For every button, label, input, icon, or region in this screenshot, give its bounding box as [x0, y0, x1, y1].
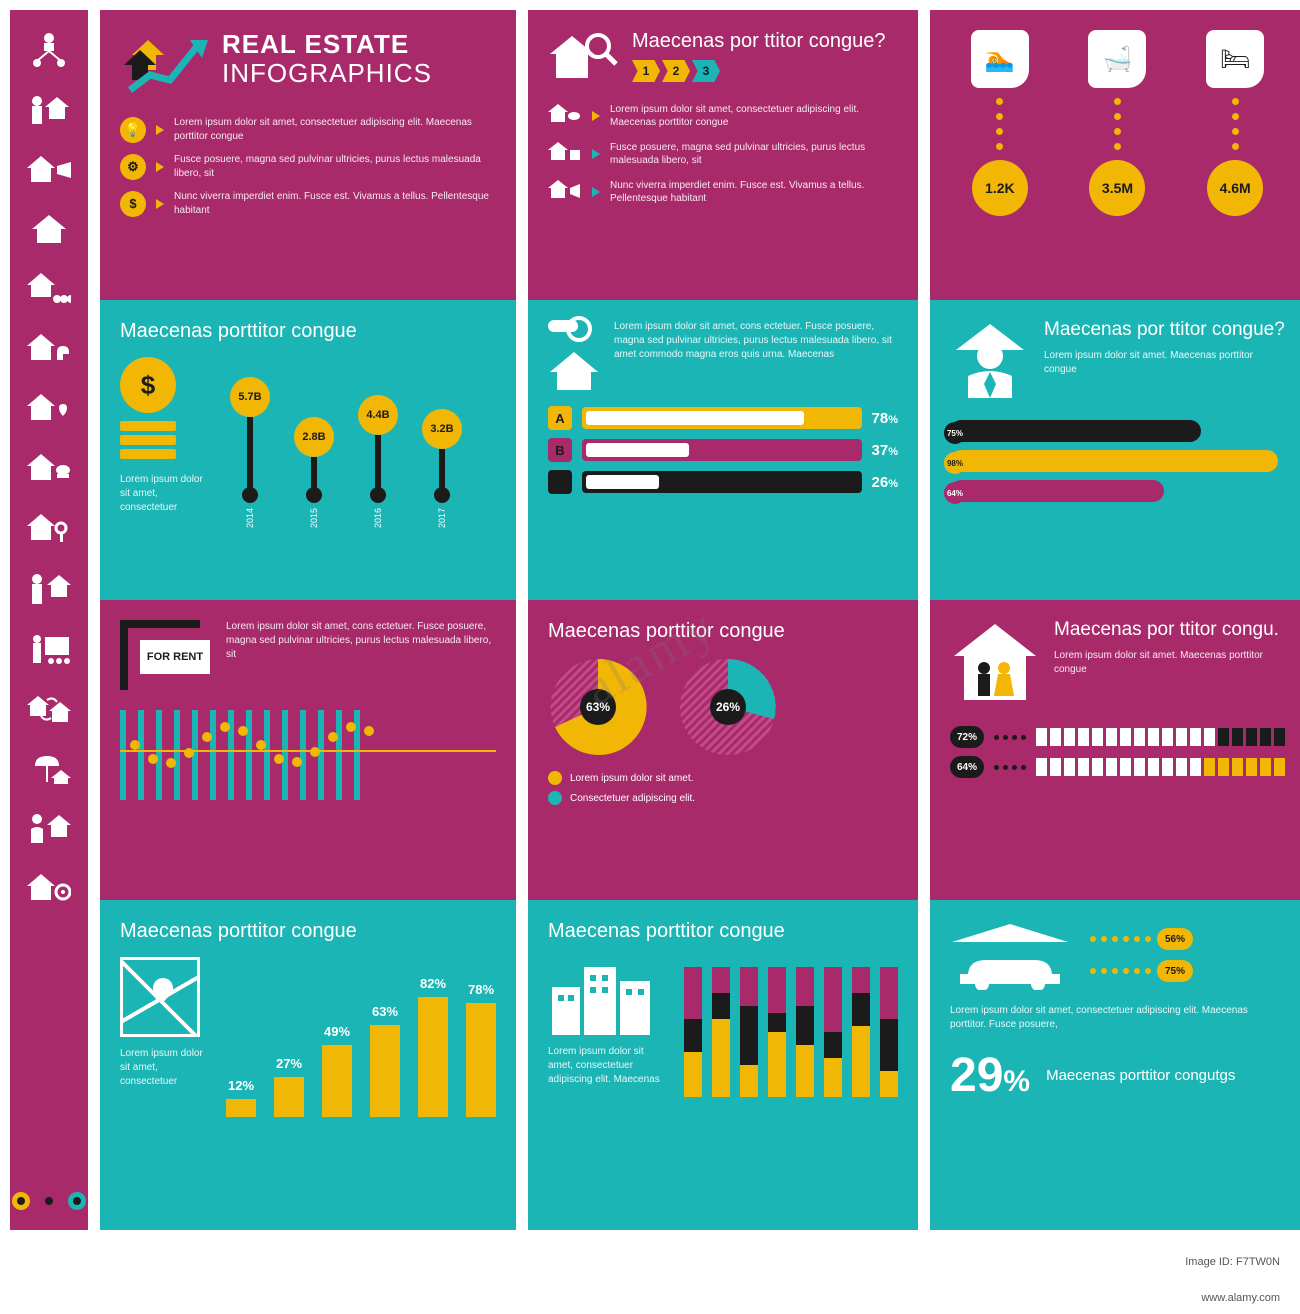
title-line2: INFOGRAPHICS — [222, 59, 432, 88]
icon-sidebar — [10, 10, 88, 1230]
bar-chart: 12%27%49%63%82%78% — [226, 967, 496, 1117]
column-2: Maecenas por ttitor congue? 1 2 3 Lorem … — [528, 10, 918, 1230]
infographic-canvas: REAL ESTATE INFOGRAPHICS 💡Lorem ipsum do… — [0, 0, 1300, 1240]
progress-bars: A78%B37%C26% — [548, 406, 898, 494]
bar-pct-panel: Maecenas porttitor congue Lorem ipsum do… — [100, 900, 516, 1230]
agent-bars: 75%98%64% — [950, 420, 1285, 502]
gear-icon: ⚙ — [120, 154, 146, 180]
column-1: REAL ESTATE INFOGRAPHICS 💡Lorem ipsum do… — [100, 10, 516, 1230]
key-icon — [548, 320, 578, 332]
mini-donuts — [10, 1190, 88, 1212]
agent-icon — [950, 320, 1030, 400]
sidebar-icon — [23, 328, 75, 370]
house-bank-icon — [548, 102, 582, 130]
sidebar-icon — [23, 748, 75, 790]
sidebar-icon — [23, 868, 75, 910]
bath-icon: 🛁 — [1088, 30, 1146, 88]
amenities-panel: 🏊1.2K🛁3.5M🛏4.6M — [930, 10, 1300, 300]
header-panel: REAL ESTATE INFOGRAPHICS 💡Lorem ipsum do… — [100, 10, 516, 300]
house-icon — [23, 208, 75, 250]
pie-panel: Maecenas porttitor congue 63% 26% Lorem … — [528, 600, 918, 900]
for-rent-sign: FOR RENT — [120, 620, 210, 690]
sidebar-icon — [23, 448, 75, 490]
bulb-icon: 💡 — [120, 117, 146, 143]
pie-chart-a: 63% — [548, 657, 648, 757]
arrow-chart-icon — [120, 30, 210, 100]
bed-icon: 🛏 — [1206, 30, 1264, 88]
sidebar-icon — [23, 808, 75, 850]
house-search-icon — [548, 30, 618, 86]
sidebar-icon — [23, 508, 75, 550]
progress-panel: Lorem ipsum dolor sit amet, cons ectetue… — [528, 300, 918, 600]
garage-pct-rows: 56%75% — [1090, 928, 1285, 982]
header-bullets: 💡Lorem ipsum dolor sit amet, consectetue… — [120, 116, 496, 217]
dollar-icon: $ — [120, 191, 146, 217]
family-house-icon — [950, 620, 1040, 704]
sidebar-icon — [23, 28, 75, 70]
buildings-icon — [548, 957, 658, 1037]
house-horn-icon — [548, 178, 582, 206]
credit-url: www.alamy.com — [1201, 1292, 1280, 1304]
sidebar-icon — [23, 88, 75, 130]
stacked-panel: Maecenas porttitor congue Lorem ipsum do… — [528, 900, 918, 1230]
pie-chart-b: 26% — [678, 657, 778, 757]
sidebar-icon — [23, 268, 75, 310]
map-icon — [120, 957, 200, 1037]
sidebar-icon — [23, 568, 75, 610]
search-panel: Maecenas por ttitor congue? 1 2 3 Lorem … — [528, 10, 918, 300]
coin-icon: $ — [120, 357, 176, 413]
agent-panel: Maecenas por ttitor congue? Lorem ipsum … — [930, 300, 1300, 600]
step-chevrons: 1 2 3 — [632, 60, 886, 82]
sidebar-icon — [23, 148, 75, 190]
segment-bars: 72%64% — [950, 722, 1285, 782]
equalizer-chart — [120, 710, 496, 800]
lollipop-panel: Maecenas porttitor congue $ Lorem ipsum … — [100, 300, 516, 600]
for-rent-panel: FOR RENT Lorem ipsum dolor sit amet, con… — [100, 600, 516, 900]
amenity-row: 🏊1.2K🛁3.5M🛏4.6M — [950, 30, 1285, 216]
stacked-bars — [684, 957, 898, 1097]
sidebar-icon — [23, 688, 75, 730]
title-line1: REAL ESTATE — [222, 30, 432, 59]
garage-panel: 56%75% Lorem ipsum dolor sit amet, conse… — [930, 900, 1300, 1230]
lollipop-chart: 5.7B20142.8B20154.4B20163.2B2017 — [230, 357, 462, 517]
column-3: 🏊1.2K🛁3.5M🛏4.6M Maecenas por ttitor cong… — [930, 10, 1300, 1230]
house-like-icon — [548, 140, 582, 168]
sidebar-icon — [23, 388, 75, 430]
car-garage-icon — [950, 920, 1080, 990]
family-panel: Maecenas por ttitor congu. Lorem ipsum d… — [930, 600, 1300, 900]
pool-icon: 🏊 — [971, 30, 1029, 88]
image-id: Image ID: F7TW0N — [1185, 1256, 1280, 1268]
sidebar-icon — [23, 628, 75, 670]
